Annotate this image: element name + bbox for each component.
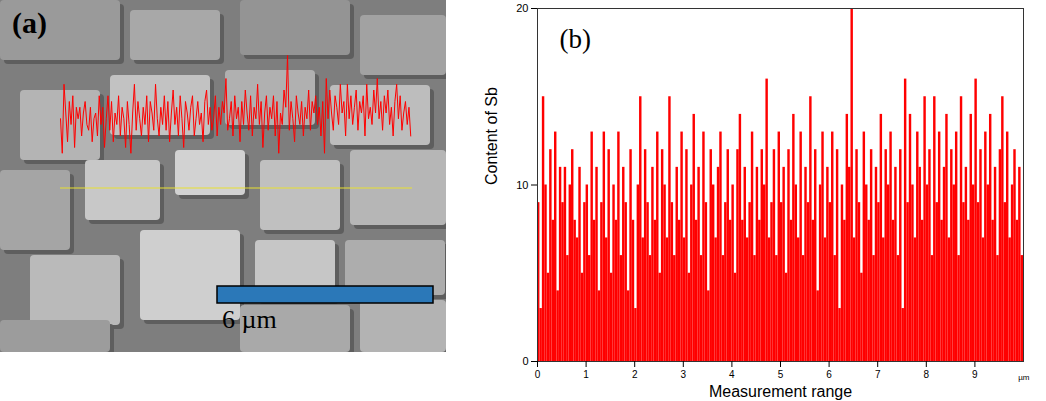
svg-text:6: 6 <box>826 369 832 380</box>
svg-text:2: 2 <box>632 369 638 380</box>
svg-text:3: 3 <box>681 369 687 380</box>
svg-text:5: 5 <box>778 369 784 380</box>
svg-text:0: 0 <box>522 355 528 367</box>
svg-text:Content of Sb: Content of Sb <box>483 87 500 185</box>
svg-text:8: 8 <box>924 369 930 380</box>
svg-text:10: 10 <box>516 179 528 191</box>
svg-text:0: 0 <box>535 369 541 380</box>
html-text:(a): (a) <box>12 6 47 39</box>
svg-text:Measurement range: Measurement range <box>709 383 852 400</box>
svg-text:(b): (b) <box>560 24 591 54</box>
html-text:6 µm: 6 µm <box>222 305 277 334</box>
svg-text:7: 7 <box>875 369 881 380</box>
svg-text:4: 4 <box>729 369 735 380</box>
svg-text:9: 9 <box>972 369 978 380</box>
svg-text:1: 1 <box>583 369 589 380</box>
svg-text:20: 20 <box>516 2 528 14</box>
svg-text:µm: µm <box>1018 373 1030 382</box>
